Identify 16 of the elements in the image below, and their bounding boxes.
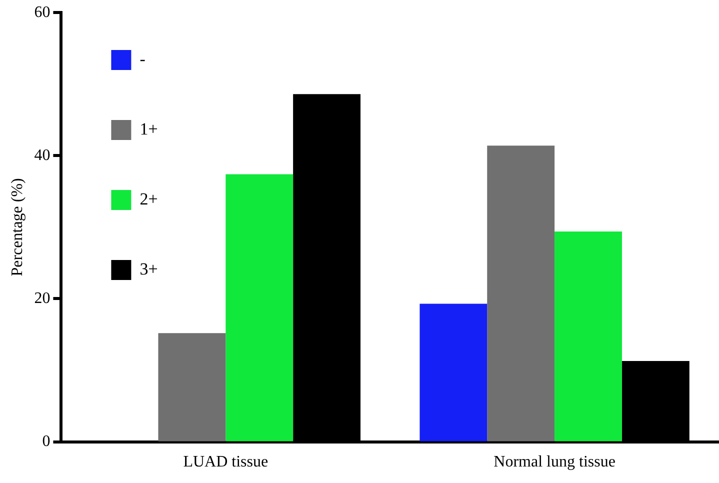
legend-label: 1+	[140, 119, 158, 138]
x-tick-label: Normal lung tissue	[494, 454, 616, 471]
x-tick-label: LUAD tissue	[183, 454, 268, 471]
y-tick-label: 20	[34, 290, 50, 307]
bar	[158, 333, 226, 442]
legend-label: -	[140, 49, 146, 68]
legend-label: 3+	[140, 259, 158, 278]
bar	[420, 304, 488, 442]
y-axis-title: Percentage (%)	[8, 178, 26, 276]
y-tick-label: 0	[42, 433, 50, 450]
bar	[554, 231, 622, 442]
bar	[226, 174, 294, 442]
legend-label: 2+	[140, 189, 158, 208]
y-tick-label: 40	[34, 146, 50, 164]
bar	[487, 146, 555, 442]
y-tick-label: 60	[34, 4, 50, 21]
